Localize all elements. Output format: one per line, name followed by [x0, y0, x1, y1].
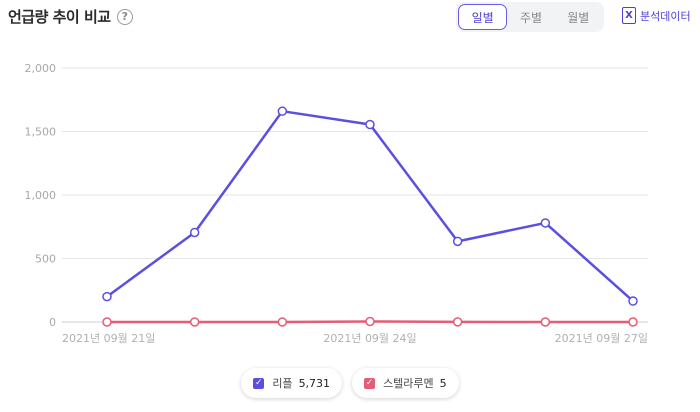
- help-icon[interactable]: ?: [116, 8, 133, 25]
- excel-icon: X: [622, 7, 636, 24]
- data-point-1: [365, 316, 375, 327]
- legend-series-total: 5: [439, 376, 447, 390]
- tab-monthly[interactable]: 월별: [567, 10, 590, 25]
- y-tick-label: 2,000: [25, 62, 57, 75]
- data-point-0: [102, 291, 112, 302]
- x-tick-label: 2021년 09월 27일: [555, 331, 648, 345]
- y-tick-label: 500: [35, 253, 56, 266]
- x-tick-label: 2021년 09월 24일: [323, 331, 416, 345]
- chart-title: 언급량 추이 비교: [8, 8, 111, 26]
- chart-legend: ✓ 리플 5,731 ✓ 스텔라루멘 5: [0, 368, 700, 398]
- data-point-0: [277, 106, 288, 116]
- data-point-1: [277, 317, 288, 327]
- chart-title-row: 언급량 추이 비교 ?: [8, 6, 133, 27]
- data-point-0: [189, 227, 200, 238]
- export-data-label: 분석데이터: [640, 9, 691, 23]
- y-tick-label: 1,000: [25, 189, 57, 202]
- legend-series-name: 스텔라루멘: [383, 377, 434, 390]
- data-point-1: [540, 317, 551, 327]
- legend-item-ripple[interactable]: ✓ 리플 5,731: [241, 368, 343, 398]
- y-tick-label: 1,500: [25, 126, 57, 139]
- tab-daily[interactable]: 일별: [458, 4, 508, 30]
- checkbox-icon: ✓: [364, 377, 376, 389]
- data-point-1: [628, 317, 638, 327]
- data-point-0: [452, 236, 463, 247]
- legend-item-stellar[interactable]: ✓ 스텔라루멘 5: [352, 368, 459, 398]
- data-point-0: [540, 218, 551, 228]
- x-tick-label: 2021년 09월 21일: [62, 331, 155, 345]
- data-point-1: [102, 317, 112, 327]
- series-line-0: [105, 109, 635, 303]
- data-point-0: [365, 119, 375, 130]
- legend-series-total: 5,731: [298, 376, 331, 390]
- period-toggle: 일별 주별 월별: [456, 2, 604, 32]
- export-data-button[interactable]: X 분석데이터: [622, 7, 691, 24]
- data-point-1: [452, 317, 463, 327]
- tab-weekly[interactable]: 주별: [519, 10, 543, 25]
- data-point-0: [628, 296, 638, 306]
- data-point-1: [189, 317, 200, 327]
- y-tick-label: 0: [49, 316, 56, 329]
- line-chart: 0 500 1,000 1,500 2,000 2021년 09월 21일 2021년 09…: [25, 62, 648, 345]
- checkbox-icon: ✓: [253, 377, 265, 389]
- legend-series-name: 리플: [272, 377, 293, 390]
